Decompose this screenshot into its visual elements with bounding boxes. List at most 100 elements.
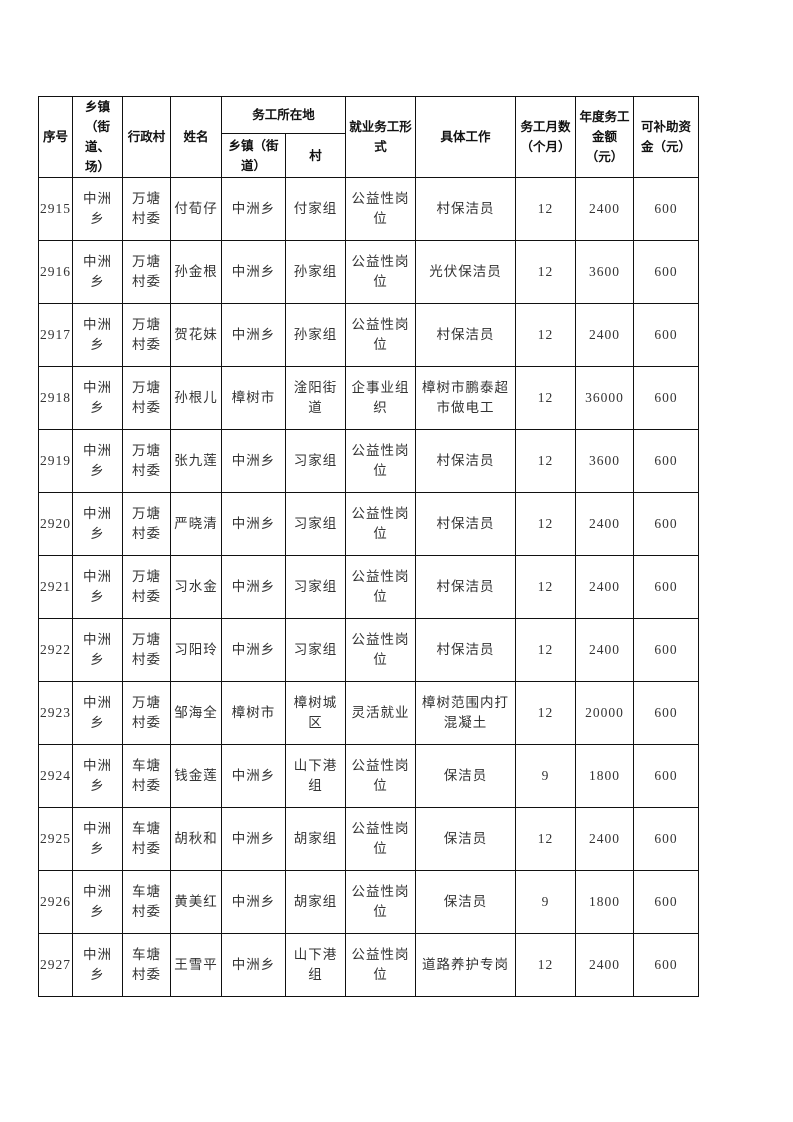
cell-town: 中洲乡: [72, 744, 123, 808]
cell-village: 万塘村委: [122, 240, 171, 304]
cell-job: 樟树市鹏泰超市做电工: [415, 366, 517, 430]
cell-name: 严晓清: [170, 492, 222, 556]
cell-job: 村保洁员: [415, 177, 517, 241]
cell-seq: 2922: [38, 618, 73, 682]
header-job: 具体工作: [415, 96, 517, 178]
cell-work-town: 樟树市: [221, 366, 286, 430]
cell-seq: 2917: [38, 303, 73, 367]
cell-village: 万塘村委: [122, 618, 171, 682]
cell-form: 公益性岗位: [345, 870, 417, 934]
cell-town: 中洲乡: [72, 870, 123, 934]
cell-work-village: 付家组: [284, 177, 347, 241]
cell-work-village: 习家组: [284, 429, 347, 493]
cell-town: 中洲乡: [72, 807, 123, 871]
cell-name: 习水金: [170, 555, 222, 619]
header-work-town: 乡镇（街道）: [221, 133, 286, 178]
cell-form: 公益性岗位: [345, 807, 417, 871]
cell-amount: 3600: [575, 429, 635, 493]
header-annual-amount: 年度务工金额（元）: [575, 96, 635, 178]
cell-town: 中洲乡: [72, 618, 123, 682]
cell-form: 公益性岗位: [345, 933, 417, 997]
cell-amount: 2400: [575, 618, 635, 682]
cell-town: 中洲乡: [72, 555, 123, 619]
cell-months: 12: [515, 492, 577, 556]
cell-village: 车塘村委: [122, 807, 171, 871]
cell-town: 中洲乡: [72, 303, 123, 367]
cell-village: 车塘村委: [122, 933, 171, 997]
cell-amount: 20000: [575, 681, 635, 745]
cell-work-village: 习家组: [284, 555, 347, 619]
cell-months: 12: [515, 429, 577, 493]
cell-subsidy: 600: [633, 681, 700, 745]
header-subsidy: 可补助资金（元）: [633, 96, 700, 178]
cell-job: 村保洁员: [415, 555, 517, 619]
cell-months: 12: [515, 177, 577, 241]
cell-amount: 2400: [575, 177, 635, 241]
table-row: 2915 中洲乡 万塘村委 付荀仔 中洲乡 付家组 公益性岗位 村保洁员 12 2400 600: [38, 177, 700, 241]
cell-work-town: 中洲乡: [221, 807, 286, 871]
cell-seq: 2925: [38, 807, 73, 871]
cell-town: 中洲乡: [72, 681, 123, 745]
cell-subsidy: 600: [633, 492, 700, 556]
cell-town: 中洲乡: [72, 240, 123, 304]
cell-job: 道路养护专岗: [415, 933, 517, 997]
cell-subsidy: 600: [633, 807, 700, 871]
cell-subsidy: 600: [633, 240, 700, 304]
cell-town: 中洲乡: [72, 933, 123, 997]
cell-subsidy: 600: [633, 618, 700, 682]
cell-subsidy: 600: [633, 177, 700, 241]
table-row: 2926 中洲乡 车塘村委 黄美红 中洲乡 胡家组 公益性岗位 保洁员 9 1800 600: [38, 870, 700, 934]
cell-name: 胡秋和: [170, 807, 222, 871]
cell-months: 12: [515, 618, 577, 682]
cell-work-village: 习家组: [284, 618, 347, 682]
header-work-location: 务工所在地: [220, 95, 347, 135]
cell-name: 习阳玲: [170, 618, 222, 682]
table-row: 2916 中洲乡 万塘村委 孙金根 中洲乡 孙家组 公益性岗位 光伏保洁员 12 3600 600: [38, 240, 700, 304]
table-row: 2917 中洲乡 万塘村委 贺花妹 中洲乡 孙家组 公益性岗位 村保洁员 12 2400 600: [38, 303, 700, 367]
cell-work-town: 中洲乡: [221, 429, 286, 493]
cell-work-village: 习家组: [284, 492, 347, 556]
cell-amount: 36000: [575, 366, 635, 430]
cell-form: 公益性岗位: [345, 240, 417, 304]
cell-seq: 2926: [38, 870, 73, 934]
cell-months: 9: [515, 870, 577, 934]
table-row: 2922 中洲乡 万塘村委 习阳玲 中洲乡 习家组 公益性岗位 村保洁员 12 2400 600: [38, 618, 700, 682]
cell-months: 12: [515, 555, 577, 619]
cell-work-village: 胡家组: [284, 807, 347, 871]
cell-seq: 2927: [38, 933, 73, 997]
cell-seq: 2918: [38, 366, 73, 430]
cell-village: 万塘村委: [122, 303, 171, 367]
cell-work-town: 中洲乡: [221, 933, 286, 997]
cell-work-town: 中洲乡: [221, 492, 286, 556]
cell-form: 灵活就业: [345, 681, 417, 745]
cell-form: 公益性岗位: [345, 555, 417, 619]
cell-work-village: 孙家组: [284, 240, 347, 304]
cell-name: 孙根儿: [170, 366, 222, 430]
cell-job: 保洁员: [415, 744, 517, 808]
cell-work-village: 山下港组: [284, 933, 347, 997]
cell-months: 12: [515, 807, 577, 871]
cell-town: 中洲乡: [72, 366, 123, 430]
cell-job: 村保洁员: [415, 618, 517, 682]
cell-name: 张九莲: [170, 429, 222, 493]
cell-work-town: 中洲乡: [221, 177, 286, 241]
header-months: 务工月数（个月）: [515, 96, 577, 178]
cell-name: 王雪平: [170, 933, 222, 997]
cell-work-town: 中洲乡: [221, 870, 286, 934]
cell-subsidy: 600: [633, 366, 700, 430]
cell-name: 钱金莲: [170, 744, 222, 808]
cell-job: 樟树范围内打混凝土: [415, 681, 517, 745]
cell-form: 公益性岗位: [345, 177, 417, 241]
cell-form: 公益性岗位: [345, 303, 417, 367]
cell-work-town: 中洲乡: [221, 744, 286, 808]
cell-work-village: 淦阳街道: [284, 366, 347, 430]
cell-months: 12: [515, 240, 577, 304]
cell-form: 公益性岗位: [345, 492, 417, 556]
cell-work-village: 樟树城区: [284, 681, 347, 745]
table-row: 2924 中洲乡 车塘村委 钱金莲 中洲乡 山下港组 公益性岗位 保洁员 9 1800 600: [38, 744, 700, 808]
cell-work-town: 中洲乡: [221, 618, 286, 682]
table-row: 2925 中洲乡 车塘村委 胡秋和 中洲乡 胡家组 公益性岗位 保洁员 12 2400 600: [38, 807, 700, 871]
header-seq: 序号: [38, 96, 73, 178]
cell-amount: 1800: [575, 744, 635, 808]
cell-village: 万塘村委: [122, 177, 171, 241]
